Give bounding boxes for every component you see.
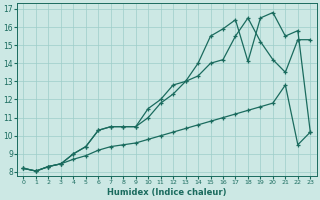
X-axis label: Humidex (Indice chaleur): Humidex (Indice chaleur) [107,188,227,197]
